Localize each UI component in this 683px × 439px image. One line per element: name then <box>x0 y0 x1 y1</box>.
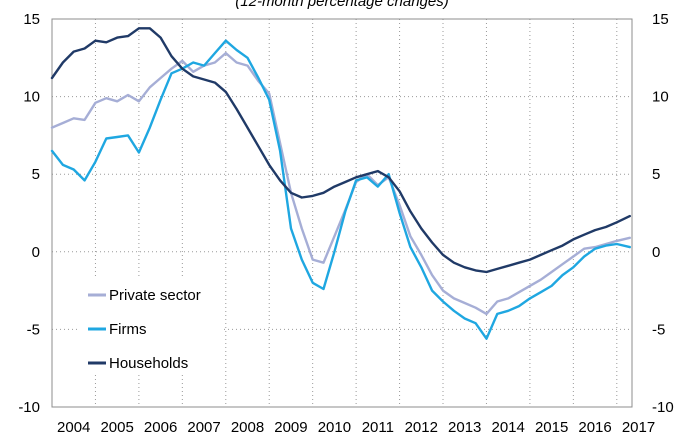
x-tick-label: 2011 <box>362 419 394 436</box>
series-line-households <box>50 27 631 274</box>
y-axis-left: 15 10 5 0 -5 -10 <box>18 11 40 416</box>
y-tick-label-right: 15 <box>652 11 669 28</box>
x-tick-label: 2017 <box>622 419 655 436</box>
chart-subtitle: (12-month percentage changes) <box>235 0 448 10</box>
series-line-private-sector <box>50 51 631 316</box>
x-tick-label: 2009 <box>274 419 307 436</box>
x-tick-label: 2008 <box>231 419 264 436</box>
series-line-firms <box>50 39 631 340</box>
x-tick-label: 2012 <box>405 419 438 436</box>
legend: Private sector Firms Households <box>79 277 223 375</box>
legend-item-private-sector: Private sector <box>88 287 201 304</box>
legend-label-private-sector: Private sector <box>109 287 201 304</box>
y-tick-label-right: -10 <box>652 399 674 416</box>
plot-frame <box>51 18 633 408</box>
legend-item-households: Households <box>88 355 188 372</box>
y-tick-label-right: -5 <box>652 321 665 338</box>
y-tick-label-left: 15 <box>23 11 40 28</box>
x-axis: 2004 2005 2006 2007 2008 2009 2010 2011 2012 2013… <box>57 419 655 436</box>
legend-label-firms: Firms <box>109 321 147 338</box>
legend-item-firms: Firms <box>88 321 147 338</box>
legend-label-households: Households <box>109 355 188 372</box>
x-tick-label: 2016 <box>578 419 611 436</box>
series-lines <box>50 27 631 340</box>
x-tick-label: 2007 <box>187 419 220 436</box>
x-tick-label: 2014 <box>491 419 524 436</box>
y-tick-label-left: -10 <box>18 399 40 416</box>
y-axis-right: 15 10 5 0 -5 -10 <box>652 11 674 416</box>
x-tick-label: 2006 <box>144 419 177 436</box>
y-tick-label-right: 10 <box>652 89 669 106</box>
x-tick-label: 2004 <box>57 419 90 436</box>
gridlines <box>52 18 632 408</box>
x-tick-label: 2010 <box>318 419 351 436</box>
y-tick-label-left: 5 <box>32 166 40 183</box>
y-tick-label-left: 0 <box>32 244 40 261</box>
y-tick-label-left: -5 <box>27 321 40 338</box>
y-tick-label-right: 5 <box>652 166 660 183</box>
x-tick-label: 2013 <box>448 419 481 436</box>
y-tick-label-left: 10 <box>23 89 40 106</box>
x-tick-label: 2005 <box>100 419 133 436</box>
x-tick-label: 2015 <box>535 419 568 436</box>
y-tick-label-right: 0 <box>652 244 660 261</box>
legend-box <box>79 277 223 375</box>
